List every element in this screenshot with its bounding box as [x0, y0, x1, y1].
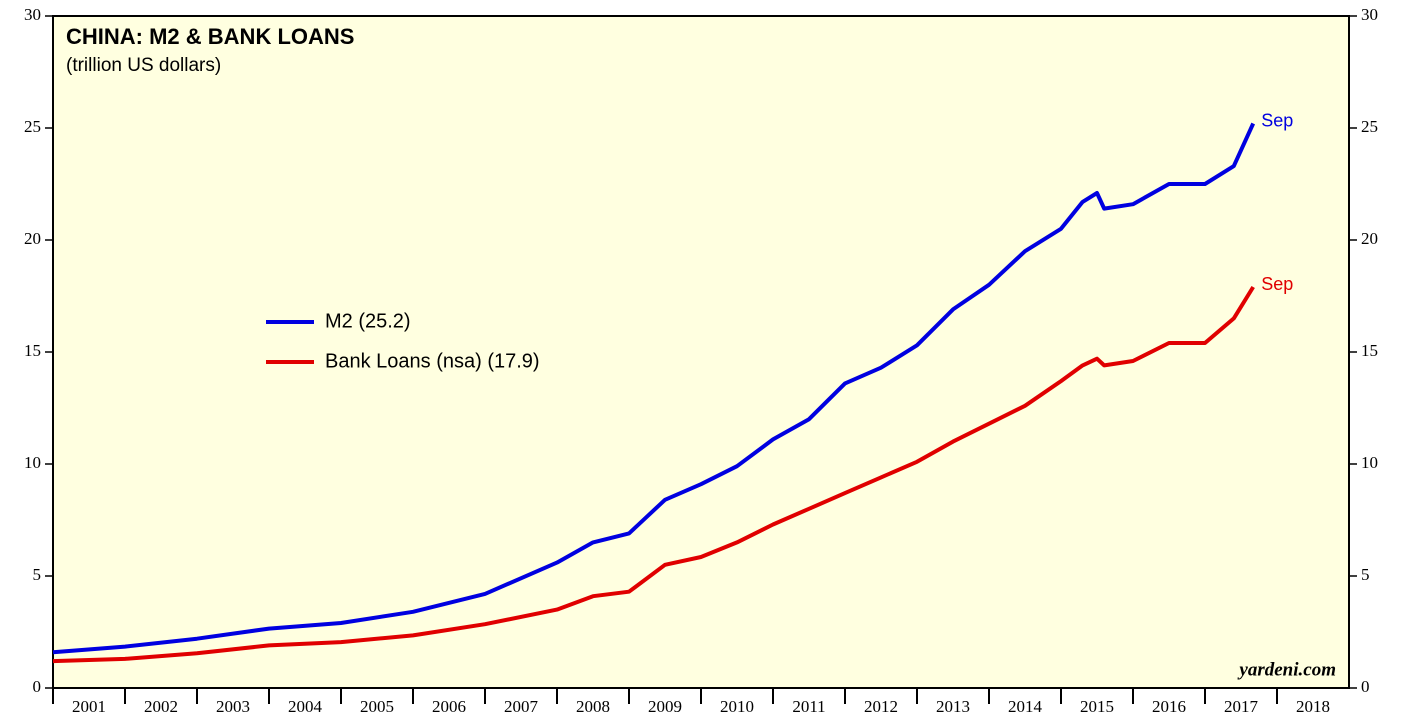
series-line	[52, 285, 1255, 664]
y2-tick-label: 25	[1361, 117, 1378, 136]
x-tick-label: 2003	[216, 697, 250, 716]
y2-tick-label: 10	[1361, 453, 1378, 472]
plot-area	[52, 15, 1350, 689]
chart-subtitle: (trillion US dollars)	[66, 55, 221, 76]
x-tick-label: 2004	[288, 697, 323, 716]
y-tick-label: 25	[24, 117, 41, 136]
x-tick-label: 2010	[720, 697, 754, 716]
y2-tick-label: 15	[1361, 341, 1378, 360]
x-tick-label: 2007	[504, 697, 539, 716]
x-tick-label: 2015	[1080, 697, 1114, 716]
y-tick-label: 5	[33, 565, 42, 584]
chart-title: CHINA: M2 & BANK LOANS	[66, 24, 354, 49]
x-tick-label: 2017	[1224, 697, 1259, 716]
y2-tick-label: 0	[1361, 677, 1370, 696]
y2-tick-label: 20	[1361, 229, 1378, 248]
x-tick-label: 2012	[864, 697, 898, 716]
y-tick-label: 15	[24, 341, 41, 360]
x-tick-label: 2016	[1152, 697, 1186, 716]
y2-tick-label: 30	[1361, 5, 1378, 24]
y2-tick-label: 5	[1361, 565, 1370, 584]
x-tick-label: 2006	[432, 697, 466, 716]
x-tick-label: 2001	[72, 697, 106, 716]
x-tick-label: 2005	[360, 697, 394, 716]
x-tick-label: 2013	[936, 697, 970, 716]
x-tick-label: 2014	[1008, 697, 1043, 716]
x-tick-label: 2002	[144, 697, 178, 716]
end-label: Sep	[1261, 110, 1293, 130]
y-tick-label: 0	[33, 677, 42, 696]
source: yardeni.com	[1237, 659, 1336, 680]
legend-label: M2 (25.2)	[325, 310, 411, 332]
legend-label: Bank Loans (nsa) (17.9)	[325, 350, 540, 372]
x-tick-label: 2008	[576, 697, 610, 716]
x-tick-label: 2011	[792, 697, 825, 716]
y-tick-label: 20	[24, 229, 41, 248]
y-tick-label: 30	[24, 5, 41, 24]
end-label: Sep	[1261, 274, 1293, 294]
x-tick-label: 2009	[648, 697, 682, 716]
x-tick-label: 2018	[1296, 697, 1330, 716]
series-line	[52, 122, 1256, 655]
y-tick-label: 10	[24, 453, 41, 472]
